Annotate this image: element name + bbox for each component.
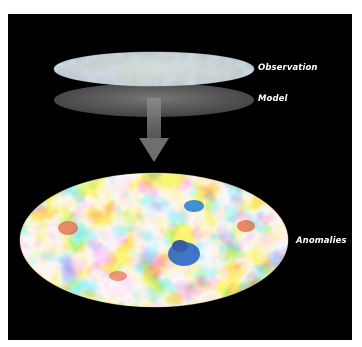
observation-label: Observation (258, 63, 318, 73)
anomalies-label: Anomalies (296, 236, 347, 246)
down-arrow-icon (139, 98, 169, 162)
model-label: Model (258, 94, 288, 104)
anomalies-map (19, 172, 289, 308)
observation-disc (53, 51, 255, 87)
figure-panel: Observation Model Anomalies (8, 14, 352, 340)
diagram-canvas (19, 51, 289, 308)
